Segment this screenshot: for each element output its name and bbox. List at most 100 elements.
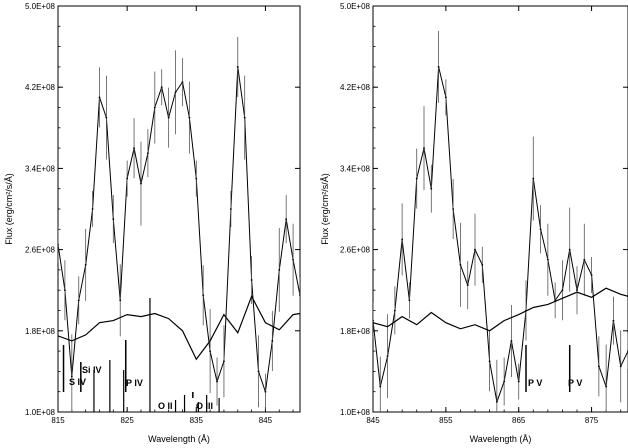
x-tick-label: 855 bbox=[439, 416, 453, 425]
data-point bbox=[188, 116, 191, 119]
data-point bbox=[140, 182, 142, 185]
plot-area bbox=[58, 36, 300, 412]
x-tick-label: 815 bbox=[51, 416, 65, 425]
data-point bbox=[77, 299, 80, 302]
data-point bbox=[202, 294, 205, 297]
x-tick-label: 835 bbox=[190, 416, 204, 425]
data-point bbox=[299, 294, 300, 297]
data-point bbox=[209, 350, 212, 352]
x-tick-label: 875 bbox=[585, 416, 599, 425]
data-point bbox=[532, 177, 535, 180]
x-tick-label: 865 bbox=[512, 416, 526, 425]
data-point bbox=[452, 208, 455, 210]
series-line-2 bbox=[373, 287, 628, 332]
data-point bbox=[481, 263, 484, 266]
data-point bbox=[488, 360, 491, 363]
series-line-1 bbox=[373, 66, 628, 404]
series-line-1 bbox=[58, 66, 300, 392]
data-point bbox=[437, 66, 440, 68]
y-tick-label: 2.6E+08 bbox=[25, 246, 56, 255]
data-point bbox=[517, 380, 520, 383]
data-point bbox=[386, 355, 389, 358]
plot-panel-1: 1.0E+08 1.8E+08 2.6E+08 3.4E+08 4.2E+08 5.0E+… bbox=[4, 2, 301, 444]
data-point bbox=[58, 243, 59, 246]
data-point bbox=[430, 187, 433, 190]
data-point bbox=[510, 340, 513, 342]
y-tick-label: 1.8E+08 bbox=[340, 327, 371, 336]
plot-frame bbox=[372, 5, 628, 413]
data-point bbox=[474, 248, 476, 251]
data-point bbox=[112, 218, 115, 221]
y-tick-label: 5.0E+08 bbox=[340, 2, 371, 11]
y-axis-title: Flux (erg/cm²/s/Å) bbox=[4, 173, 14, 245]
data-point bbox=[216, 380, 218, 383]
data-point bbox=[423, 147, 425, 150]
data-point bbox=[64, 289, 66, 292]
y-tick-label: 4.2E+08 bbox=[340, 83, 371, 92]
data-point bbox=[619, 365, 622, 368]
x-axis-title: Wavelength (Å) bbox=[470, 434, 532, 444]
data-point bbox=[605, 385, 608, 388]
data-point bbox=[278, 269, 281, 271]
x-axis-title: Wavelength (Å) bbox=[148, 434, 210, 444]
data-point bbox=[243, 116, 246, 119]
plot-frame bbox=[57, 5, 301, 413]
x-tick-label: 845 bbox=[366, 416, 380, 425]
y-tick-label: 1.0E+08 bbox=[25, 408, 56, 417]
y-tick-label: 3.4E+08 bbox=[340, 164, 371, 173]
data-point bbox=[393, 309, 396, 312]
data-point bbox=[264, 390, 267, 393]
y-axis-title: Flux (erg/cm²/s/Å) bbox=[320, 173, 330, 245]
data-point bbox=[444, 96, 447, 99]
data-point bbox=[70, 375, 73, 378]
data-point bbox=[401, 238, 404, 241]
data-point bbox=[153, 106, 156, 109]
x-tick-label: 845 bbox=[259, 416, 273, 425]
data-point bbox=[373, 319, 374, 322]
data-point bbox=[539, 228, 542, 231]
y-tick-label: 1.8E+08 bbox=[25, 327, 56, 336]
data-point bbox=[495, 400, 498, 403]
plot-area bbox=[373, 30, 628, 412]
ion-label: P IV bbox=[126, 378, 143, 388]
data-point bbox=[503, 380, 506, 383]
ion-label: O II bbox=[158, 401, 173, 411]
data-point bbox=[590, 274, 593, 276]
data-point bbox=[229, 208, 232, 210]
data-point bbox=[133, 147, 135, 150]
data-point bbox=[126, 177, 129, 180]
y-tick-label: 2.6E+08 bbox=[340, 246, 371, 255]
data-point bbox=[561, 289, 564, 292]
data-point bbox=[459, 263, 462, 266]
data-point bbox=[612, 319, 615, 322]
data-point bbox=[583, 258, 586, 261]
data-point bbox=[379, 385, 382, 388]
data-point bbox=[105, 116, 108, 119]
data-point bbox=[160, 86, 163, 89]
data-point bbox=[466, 284, 469, 287]
data-point bbox=[576, 289, 578, 292]
series-line-2 bbox=[58, 294, 300, 361]
ion-label: O III bbox=[196, 401, 213, 411]
ion-label: S IV bbox=[69, 377, 86, 387]
data-point bbox=[546, 258, 549, 261]
y-tick-label: 4.2E+08 bbox=[25, 83, 56, 92]
data-point bbox=[146, 152, 149, 155]
ion-label: Si IV bbox=[82, 365, 102, 375]
data-point bbox=[568, 248, 571, 251]
y-tick-label: 1.0E+08 bbox=[340, 408, 371, 417]
ion-label: P V bbox=[528, 378, 542, 388]
data-point bbox=[174, 91, 177, 94]
data-point bbox=[415, 177, 418, 180]
data-point bbox=[250, 279, 253, 281]
data-point bbox=[98, 96, 101, 99]
data-point bbox=[292, 258, 294, 261]
data-point bbox=[223, 360, 225, 363]
data-point bbox=[91, 208, 94, 210]
data-point bbox=[119, 299, 122, 302]
data-point bbox=[195, 177, 198, 180]
plot-panel-2: 1.0E+08 1.8E+08 2.6E+08 3.4E+08 4.2E+08 5.0E+… bbox=[320, 2, 628, 444]
y-tick-label: 5.0E+08 bbox=[25, 2, 56, 11]
data-point bbox=[597, 365, 600, 368]
